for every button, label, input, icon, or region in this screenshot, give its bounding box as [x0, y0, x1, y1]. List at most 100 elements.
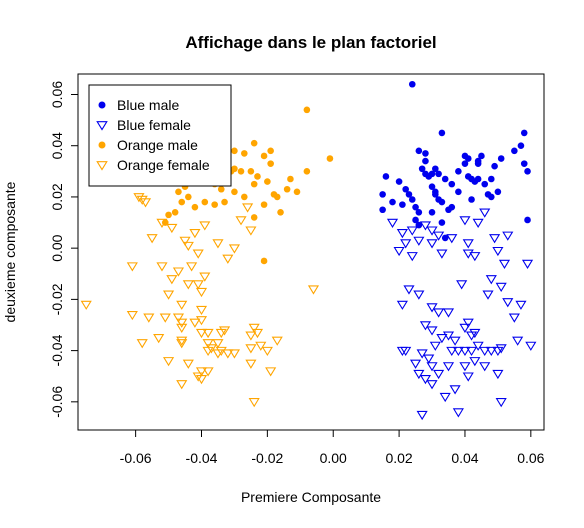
data-point	[441, 234, 449, 242]
legend-marker	[96, 121, 108, 131]
x-tick-label: -0.04	[186, 450, 218, 466]
series-0	[379, 80, 531, 242]
data-point	[433, 231, 445, 241]
data-point	[502, 231, 514, 241]
data-point	[156, 262, 168, 272]
series-3	[80, 193, 320, 408]
data-point	[472, 218, 484, 228]
data-point	[189, 229, 201, 239]
y-tick-label: -0.04	[49, 334, 65, 366]
data-point	[446, 234, 458, 244]
data-point	[192, 249, 204, 259]
data-point	[432, 165, 439, 173]
data-point	[433, 369, 445, 380]
data-point	[485, 275, 497, 285]
data-point	[459, 216, 471, 226]
data-point	[409, 359, 422, 369]
data-point	[402, 185, 409, 193]
data-point	[415, 209, 423, 216]
data-point	[202, 346, 214, 357]
data-point	[474, 157, 482, 165]
data-point	[462, 318, 474, 328]
y-tick-label: 0.04	[49, 132, 65, 159]
data-point	[245, 226, 257, 236]
data-point	[442, 362, 455, 372]
data-point	[202, 339, 214, 349]
data-point	[176, 300, 188, 310]
data-point	[478, 152, 485, 160]
data-point	[448, 203, 456, 211]
data-point	[524, 168, 531, 175]
data-point	[412, 216, 419, 224]
data-point	[260, 152, 268, 160]
data-point	[481, 180, 489, 188]
data-point	[393, 246, 405, 257]
data-point	[497, 155, 505, 162]
data-point	[307, 285, 320, 295]
legend-label: Orange male	[117, 137, 198, 153]
data-point	[492, 369, 504, 380]
data-point	[172, 313, 185, 323]
data-point	[195, 375, 208, 385]
data-point	[245, 359, 257, 369]
data-point	[271, 336, 283, 346]
data-point	[162, 290, 175, 300]
data-point	[423, 354, 435, 364]
data-point	[159, 313, 171, 323]
data-point	[438, 129, 446, 137]
data-point	[456, 280, 468, 290]
data-point	[469, 328, 481, 339]
data-point	[469, 357, 481, 367]
data-point	[422, 157, 429, 165]
data-point	[412, 203, 419, 211]
legend-marker	[98, 141, 106, 149]
y-axis: -0.06 -0.04 -0.02 0.00 0.02 0.04 0.06	[49, 81, 79, 418]
data-point	[472, 341, 484, 351]
y-axis-label: deuxieme composante	[2, 181, 18, 322]
data-point	[495, 344, 507, 354]
data-point	[222, 349, 234, 359]
chart-title: Affichage dans le plan factoriel	[185, 33, 436, 52]
data-point	[221, 198, 228, 206]
data-point	[462, 239, 474, 249]
data-point	[438, 198, 446, 206]
data-point	[248, 398, 260, 408]
data-point	[80, 300, 92, 310]
data-point	[241, 193, 248, 201]
x-tick-label: 0.00	[320, 450, 347, 466]
data-point	[442, 331, 455, 341]
data-point	[185, 193, 192, 201]
data-point	[468, 196, 475, 203]
data-point	[419, 321, 432, 331]
data-point	[202, 328, 214, 339]
data-point	[247, 168, 255, 175]
data-point	[212, 349, 224, 359]
data-point	[126, 262, 138, 272]
data-point	[237, 168, 245, 175]
data-point	[235, 216, 247, 226]
data-point	[267, 160, 274, 167]
data-point	[153, 334, 165, 344]
data-point	[517, 142, 525, 150]
data-point	[379, 191, 386, 198]
data-point	[498, 259, 511, 269]
data-point	[479, 208, 491, 218]
data-point	[250, 139, 258, 147]
data-point	[422, 150, 429, 157]
data-point	[416, 410, 428, 421]
data-point	[231, 147, 238, 155]
data-point	[175, 188, 182, 196]
data-point	[192, 372, 204, 382]
data-point	[165, 211, 172, 219]
data-point	[176, 336, 188, 346]
data-point	[241, 150, 248, 157]
data-point	[212, 239, 224, 249]
data-point	[255, 341, 267, 351]
data-point	[433, 308, 445, 318]
data-point	[408, 196, 416, 203]
data-point	[382, 173, 390, 180]
data-point	[448, 180, 456, 188]
legend-item: Blue male	[98, 97, 179, 113]
legend-label: Blue female	[117, 117, 191, 133]
data-point	[426, 239, 438, 249]
